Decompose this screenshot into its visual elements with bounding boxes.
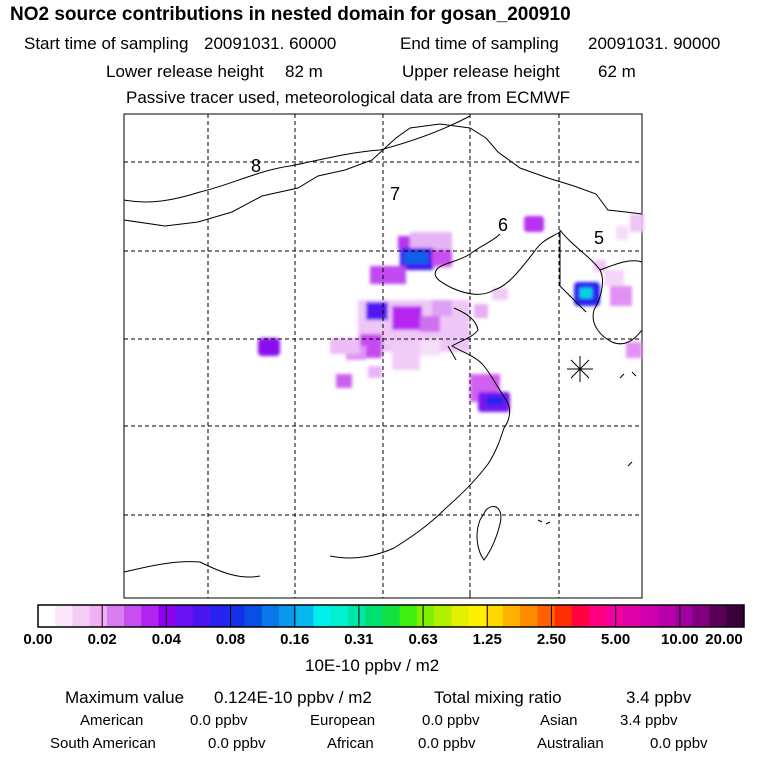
max-value-label: Maximum value [65, 688, 185, 707]
tracer-note: Passive tracer used, meteorological data… [126, 88, 571, 107]
color-bar-cell [399, 605, 418, 627]
color-bar-tick-label: 20.00 [705, 631, 743, 648]
color-bar-cell [244, 605, 263, 627]
color-bar-cell [382, 605, 401, 627]
color-bar-cell [313, 605, 332, 627]
max-value: 0.124E-10 ppbv / m2 [214, 688, 372, 707]
color-bar-cell [675, 605, 693, 627]
color-bar-cell [571, 605, 590, 627]
color-bar-tick-label: 0.00 [23, 631, 53, 648]
color-bar-cell [106, 605, 125, 627]
upper-height-value: 62 m [598, 62, 636, 81]
color-bar-cell [227, 605, 246, 627]
color-bar-cell [365, 605, 383, 627]
color-bar-cell [589, 605, 607, 627]
color-bar-tick-label: 0.02 [87, 631, 117, 648]
color-bar-cell [72, 605, 91, 627]
color-bar-tick-label: 0.63 [408, 631, 438, 648]
concentration-field [258, 214, 644, 412]
region-value: 0.0 ppbv [208, 735, 266, 752]
grid-lines [124, 114, 642, 598]
start-time-value: 20091031. 60000 [204, 34, 337, 53]
total-mixing-label: Total mixing ratio [434, 688, 562, 707]
region-value: 0.0 ppbv [422, 712, 480, 729]
color-bar-cell [640, 605, 659, 627]
region-value: 0.0 ppbv [190, 712, 248, 729]
color-bar-cell [210, 605, 228, 627]
region-label-5: 5 [594, 228, 604, 248]
region-name: Asian [540, 712, 578, 729]
color-bar-cell [141, 605, 160, 627]
region-value: 0.0 ppbv [650, 735, 708, 752]
color-bar-cell [709, 605, 728, 627]
color-bar-tick-label: 10.00 [661, 631, 699, 648]
start-time-label: Start time of sampling [24, 34, 189, 53]
region-label-6: 6 [498, 215, 508, 235]
color-bar-tick-label: 5.00 [601, 631, 631, 648]
color-bar-unit: 10E-10 ppbv / m2 [305, 656, 440, 675]
plot-title: NO2 source contributions in nested domai… [10, 4, 571, 25]
color-bar-cell [434, 605, 452, 627]
end-time-value: 20091031. 90000 [588, 34, 721, 53]
color-bar-tick-label: 1.25 [472, 631, 502, 648]
color-bar-cell [158, 605, 177, 627]
region-label-8: 8 [251, 156, 261, 176]
region-name: American [80, 712, 144, 729]
end-time-label: End time of sampling [400, 34, 559, 53]
coastlines [123, 115, 643, 598]
color-bar-cell [192, 605, 211, 627]
color-bar-cell [175, 605, 194, 627]
color-bar-cell [520, 605, 538, 627]
color-bar-tick-label: 0.31 [344, 631, 374, 648]
color-bar-cell [124, 605, 142, 627]
color-bar-cell [89, 605, 108, 627]
color-bar-cell [347, 605, 366, 627]
upper-height-label: Upper release height [402, 62, 560, 81]
region-name: South American [50, 735, 156, 752]
color-bar-cell [416, 605, 435, 627]
region-name: European [310, 712, 376, 729]
total-mixing-value: 3.4 ppbv [626, 688, 692, 707]
region-value: 0.0 ppbv [418, 735, 476, 752]
color-bar-cell [623, 605, 642, 627]
region-label-7: 7 [390, 184, 400, 204]
lower-height-label: Lower release height [106, 62, 264, 81]
color-bar-cell [38, 605, 56, 627]
color-bar-cell [692, 605, 711, 627]
star-marker [567, 356, 593, 382]
color-bar-cell [502, 605, 521, 627]
color-bar-cell [657, 605, 676, 627]
color-bar-cell [330, 605, 349, 627]
color-bar-cell [537, 605, 556, 627]
color-bar-cell [451, 605, 469, 627]
region-name: Australian [537, 735, 604, 752]
color-bar-tick-label: 0.08 [215, 631, 246, 648]
color-bar-tick-label: 0.04 [151, 631, 181, 648]
color-bar-tick-label: 0.16 [280, 631, 310, 648]
color-bar-cell [296, 605, 315, 627]
color-bar-cell [606, 605, 624, 627]
lower-height-value: 82 m [285, 62, 323, 81]
color-bar-tick-label: 2.50 [536, 631, 567, 648]
region-name: African [327, 735, 374, 752]
color-bar-cell [279, 605, 297, 627]
color-bar-cell [468, 605, 487, 627]
color-bar-cell [55, 605, 73, 627]
color-bar-cell [554, 605, 573, 627]
region-value: 3.4 ppbv [620, 712, 678, 729]
color-bar-cell [726, 605, 745, 627]
color-bar-cell [261, 605, 280, 627]
color-bar-cell [485, 605, 504, 627]
